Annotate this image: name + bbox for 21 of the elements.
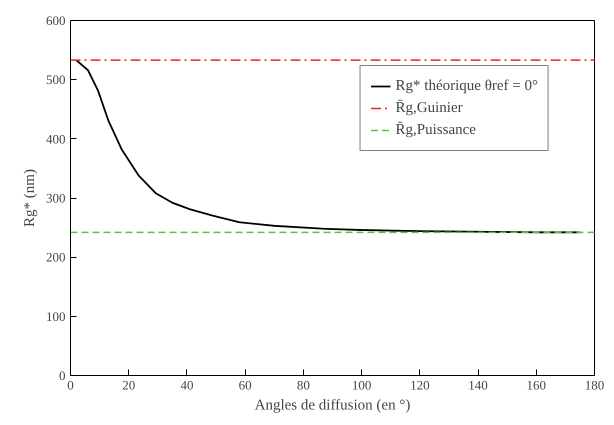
y-tick-label: 100 xyxy=(46,308,66,324)
y-tick-label: 0 xyxy=(59,368,66,383)
y-tick-label: 400 xyxy=(46,131,66,146)
y-tick-label: 300 xyxy=(46,190,66,206)
legend-label: R̄g,Guinier xyxy=(396,100,463,116)
x-tick-label: 100 xyxy=(352,378,372,392)
x-axis-title: Angles de diffusion (en °) xyxy=(254,398,410,414)
x-tick-label: 40 xyxy=(180,378,194,392)
y-tick-label: 600 xyxy=(46,13,66,28)
x-tick-label: 180 xyxy=(584,378,604,392)
x-tick-label: 80 xyxy=(296,378,310,392)
y-axis-title: Rg* (nm) xyxy=(22,169,38,227)
y-tick-label: 500 xyxy=(46,72,66,88)
x-tick-label: 20 xyxy=(122,378,136,392)
x-tick-label: 60 xyxy=(238,378,252,392)
y-tick-label: 200 xyxy=(46,250,66,265)
x-tick-label: 120 xyxy=(410,378,430,392)
legend-label: R̄g,Puissance xyxy=(396,122,476,138)
x-tick-label: 160 xyxy=(526,378,546,392)
x-tick-label: 140 xyxy=(468,378,488,392)
legend-label: Rg* théorique θref = 0° xyxy=(396,78,538,94)
